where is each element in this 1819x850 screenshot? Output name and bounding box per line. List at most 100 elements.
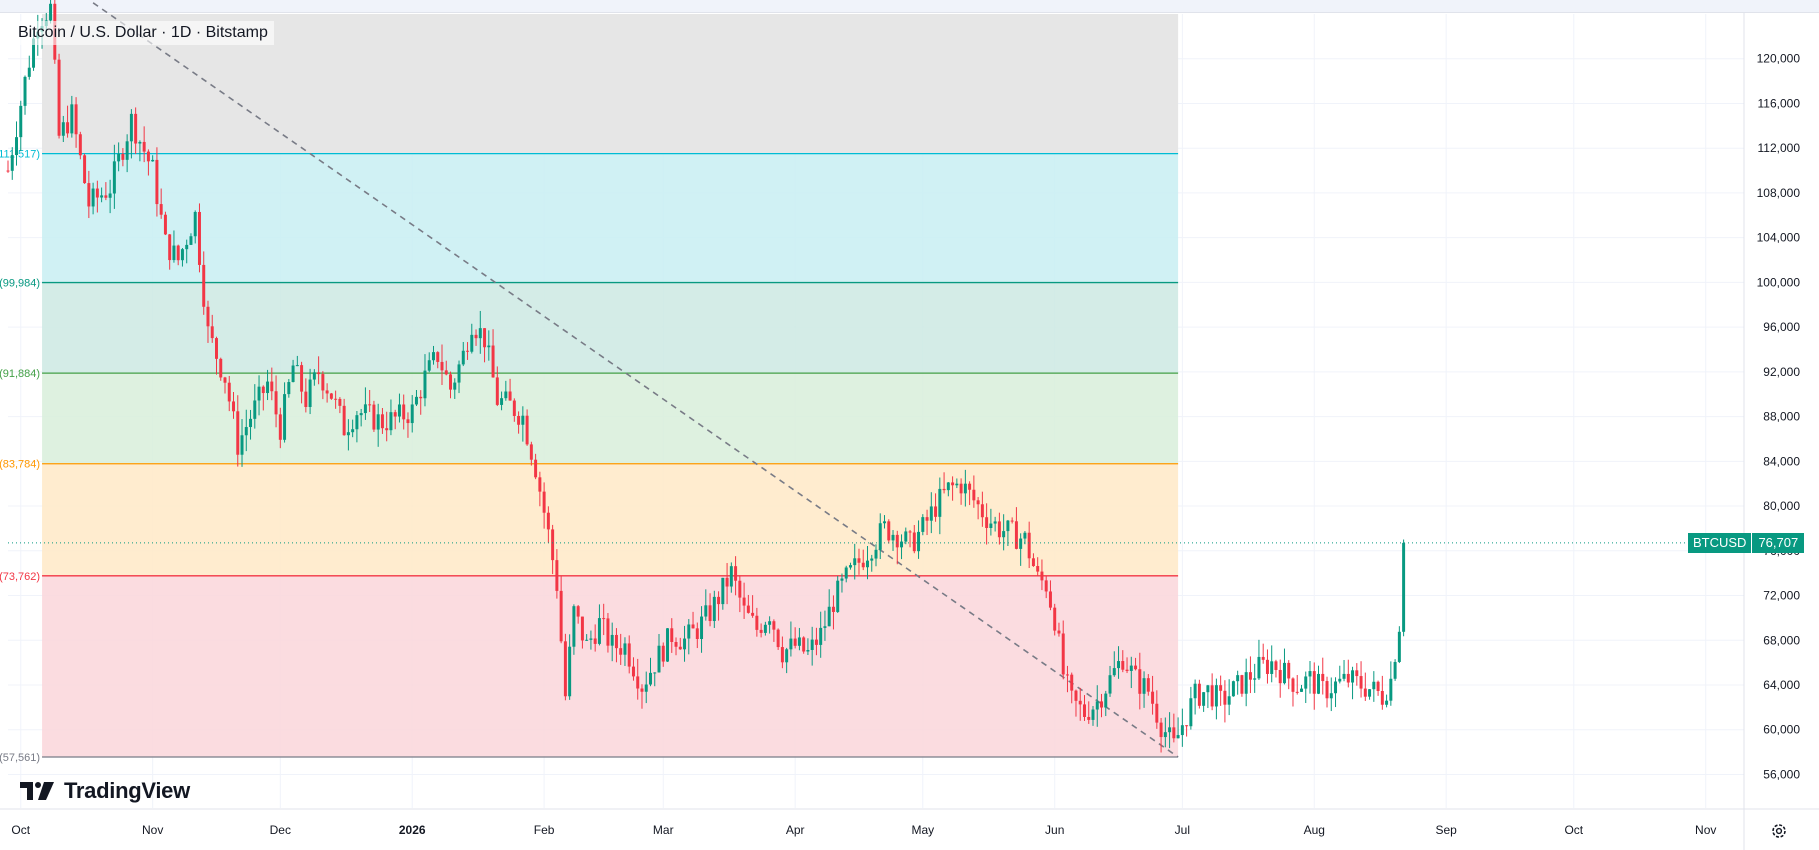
candle [827, 589, 831, 627]
candle-body [266, 381, 270, 394]
candle-body [495, 377, 499, 405]
candle [529, 441, 533, 466]
candle [1104, 690, 1108, 717]
candle-body [346, 432, 350, 436]
candle [6, 160, 10, 173]
candle [900, 534, 904, 560]
candle [704, 589, 708, 621]
candle-body [1317, 673, 1320, 694]
candle [504, 380, 508, 401]
candle [614, 628, 618, 663]
candle [66, 105, 70, 138]
tradingview-logo[interactable]: TradingView [20, 777, 190, 805]
fib-level-label: 0.78 (99,984) [0, 278, 40, 290]
candle [593, 624, 597, 652]
candle-body [134, 113, 138, 144]
candle-body [1282, 662, 1286, 684]
candle-body [1359, 676, 1363, 689]
candle [402, 394, 406, 430]
candle-body [631, 666, 635, 677]
candle-body [789, 638, 793, 650]
candle [1125, 657, 1129, 674]
candle [1074, 689, 1078, 717]
candle-body [1329, 693, 1333, 699]
candle [291, 359, 295, 383]
candle-body [1236, 675, 1240, 682]
candle [1393, 659, 1397, 681]
candle-body [1014, 521, 1018, 549]
candle [215, 336, 218, 375]
candle-body [363, 404, 367, 414]
candle [793, 627, 797, 649]
candle [563, 633, 567, 701]
candle [470, 323, 474, 354]
candle [1265, 649, 1269, 684]
candle-body [687, 624, 691, 639]
candle-body [1189, 698, 1193, 727]
time-axis-label: Sep [1435, 823, 1457, 837]
candle [517, 411, 521, 434]
candle [1078, 687, 1082, 721]
candle [695, 622, 699, 649]
candle-body [444, 370, 448, 375]
candle [317, 356, 321, 385]
candle [521, 406, 525, 442]
candle [576, 604, 580, 624]
top-toolbar [0, 0, 1819, 13]
price-axis-label: 56,000 [1763, 767, 1800, 781]
candle [1168, 712, 1172, 749]
candle [1300, 684, 1303, 692]
price-axis-label: 108,000 [1757, 186, 1801, 200]
candle-body [159, 204, 163, 215]
candle [49, 0, 53, 24]
candle-body [449, 374, 452, 390]
candle [329, 392, 333, 400]
candle-body [1125, 669, 1129, 671]
candle-body [751, 612, 755, 616]
candle-body [512, 400, 516, 416]
candle [866, 546, 869, 580]
candle-body [1134, 665, 1138, 670]
candle-body [546, 512, 550, 530]
symbol-title[interactable]: Bitcoin / U.S. Dollar · 1D · Bitstamp [12, 21, 274, 45]
candle [219, 357, 223, 381]
candle [597, 604, 601, 646]
candle [249, 409, 253, 440]
candle [806, 638, 810, 655]
candle-body [1219, 685, 1223, 691]
candle [1397, 626, 1401, 664]
candle [466, 342, 470, 360]
candle [602, 603, 606, 636]
candle [1312, 662, 1316, 710]
candle-body [397, 404, 401, 417]
fib-retracement: 1 (111,517) 0.78 (99,984) 0.65 (91,884) 0.5… [0, 14, 1179, 764]
candle [946, 482, 950, 497]
candle [938, 477, 942, 535]
candle [1236, 670, 1240, 695]
candle [134, 107, 138, 155]
candle-body [912, 532, 916, 552]
candle-body [797, 637, 801, 646]
candle [644, 671, 648, 704]
candle [308, 368, 312, 415]
candle [121, 148, 125, 167]
candle [1253, 663, 1257, 693]
time-axis-label: Oct [1564, 823, 1583, 837]
candle-body [414, 396, 418, 405]
time-axis-label: Nov [1695, 823, 1716, 837]
candle-body [857, 558, 861, 563]
candle [244, 409, 248, 452]
candle [236, 395, 240, 467]
candle-body [806, 649, 810, 652]
candle [193, 210, 197, 244]
candle-body [904, 531, 908, 542]
candle [23, 75, 27, 115]
fib-band [42, 373, 1179, 464]
candle [1014, 507, 1018, 550]
candle [772, 619, 776, 642]
candle [802, 636, 806, 654]
chart-settings-button[interactable] [1768, 820, 1790, 842]
candle [189, 233, 193, 245]
candle-body [946, 482, 950, 491]
